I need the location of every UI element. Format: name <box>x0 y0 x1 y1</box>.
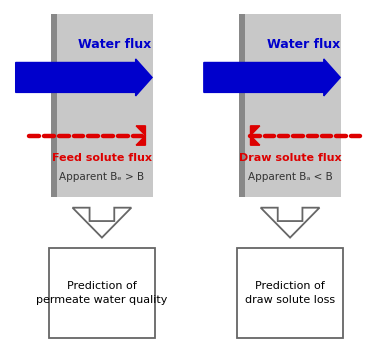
FancyArrow shape <box>16 59 152 96</box>
FancyArrow shape <box>136 126 145 145</box>
Text: Feed solute flux: Feed solute flux <box>52 153 152 163</box>
Bar <box>239 14 245 197</box>
Polygon shape <box>261 208 319 238</box>
Text: Water flux: Water flux <box>78 38 152 51</box>
Text: Water flux: Water flux <box>267 38 340 51</box>
Text: Draw solute flux: Draw solute flux <box>239 153 341 163</box>
Bar <box>239 14 341 197</box>
FancyArrow shape <box>204 59 340 96</box>
Text: Prediction of
draw solute loss: Prediction of draw solute loss <box>245 281 335 306</box>
Bar <box>237 248 343 338</box>
Bar <box>51 14 153 197</box>
Polygon shape <box>73 208 131 238</box>
Bar <box>51 14 57 197</box>
Text: Apparent Bₐ < B: Apparent Bₐ < B <box>248 172 332 182</box>
Text: Apparent Bₑ > B: Apparent Bₑ > B <box>59 172 145 182</box>
Bar <box>49 248 155 338</box>
Text: Prediction of
permeate water quality: Prediction of permeate water quality <box>36 281 168 306</box>
FancyArrow shape <box>250 126 260 145</box>
